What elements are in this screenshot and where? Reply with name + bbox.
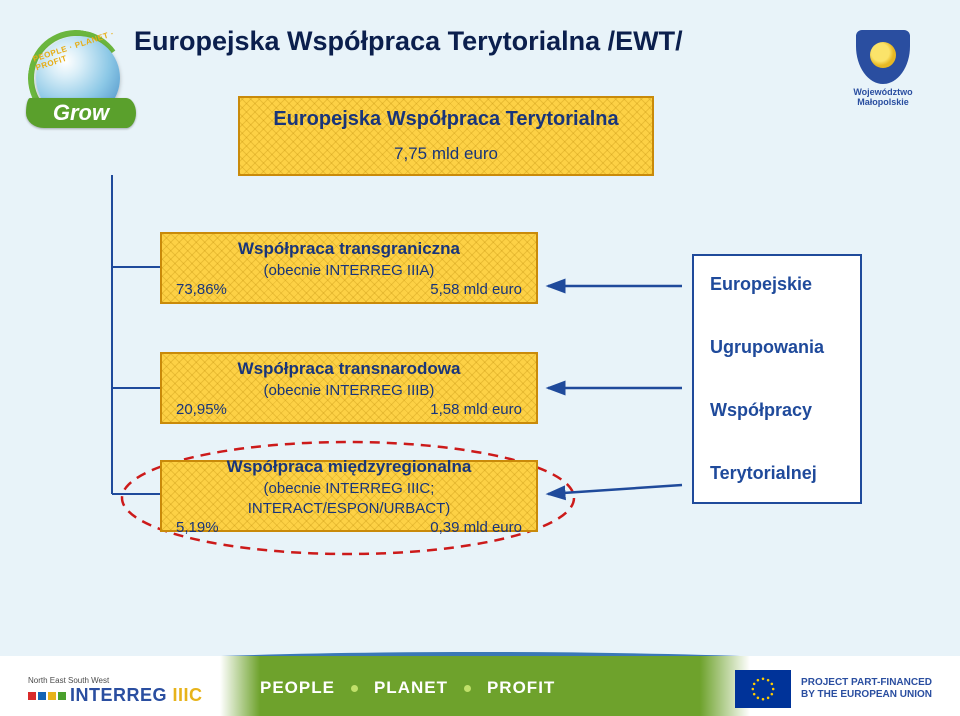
page-title: Europejska Współpraca Terytorialna /EWT/ — [134, 26, 683, 57]
interreg-wordmark: INTERREG IIIC — [70, 685, 203, 706]
sub-sub: (obecnie INTERREG IIIB) — [176, 381, 522, 401]
sub-title: Współpraca transnarodowa — [176, 358, 522, 381]
footer-mid: PEOPLE PLANET PROFIT — [260, 678, 555, 698]
shield-icon — [856, 30, 910, 84]
footer-right-line1: PROJECT PART-FINANCED — [801, 677, 932, 689]
footer-nesw: North East South West — [28, 677, 203, 685]
grow-logo: PEOPLE · PLANET · PROFIT Grow — [30, 36, 140, 126]
sub-title: Współpraca transgraniczna — [176, 238, 522, 261]
footer-left: North East South West INTERREG IIIC — [28, 677, 203, 706]
main-box-title: Europejska Współpraca Terytorialna — [254, 106, 638, 133]
category-line: Ugrupowania — [710, 337, 844, 358]
footer: North East South West INTERREG IIIC PEOP… — [0, 656, 960, 716]
eu-flag-icon — [735, 670, 791, 708]
footer-word: PEOPLE — [260, 678, 335, 698]
category-line: Współpracy — [710, 400, 844, 421]
footer-right-line2: BY THE EUROPEAN UNION — [801, 689, 932, 701]
sub-pct: 73,86% — [176, 281, 227, 298]
footer-word: PLANET — [374, 678, 448, 698]
main-box-subtitle: 7,75 mld euro — [254, 143, 638, 166]
category-box: Europejskie Ugrupowania Współpracy Terytori… — [692, 254, 862, 504]
main-box: Europejska Współpraca Terytorialna 7,75 … — [238, 96, 654, 176]
grow-banner: Grow — [26, 98, 136, 128]
footer-word: PROFIT — [487, 678, 555, 698]
wojewodztwo-logo: Województwo Małopolskie — [842, 30, 924, 108]
footer-dot — [464, 685, 471, 692]
interreg-squares — [28, 692, 66, 700]
sub-pct: 20,95% — [176, 401, 227, 418]
sub-val: 1,58 mld euro — [430, 401, 522, 418]
wm-label-2: Małopolskie — [842, 98, 924, 108]
sub-sub: (obecnie INTERREG IIIA) — [176, 261, 522, 281]
sub-sub: (obecnie INTERREG IIIC; INTERACT/ESPON/U… — [176, 479, 522, 520]
sub-val: 5,58 mld euro — [430, 281, 522, 298]
footer-dot — [351, 685, 358, 692]
sub-title: Współpraca międzyregionalna — [176, 456, 522, 479]
footer-right: PROJECT PART-FINANCED BY THE EUROPEAN UN… — [735, 670, 932, 708]
sub-box-0: Współpraca transgraniczna(obecnie INTERR… — [160, 232, 538, 304]
sub-val: 0,39 mld euro — [430, 519, 522, 536]
sub-box-2: Współpraca międzyregionalna(obecnie INTE… — [160, 460, 538, 532]
category-line: Terytorialnej — [710, 463, 844, 484]
sub-pct: 5,19% — [176, 519, 219, 536]
sub-box-1: Współpraca transnarodowa(obecnie INTERRE… — [160, 352, 538, 424]
category-line: Europejskie — [710, 274, 844, 295]
